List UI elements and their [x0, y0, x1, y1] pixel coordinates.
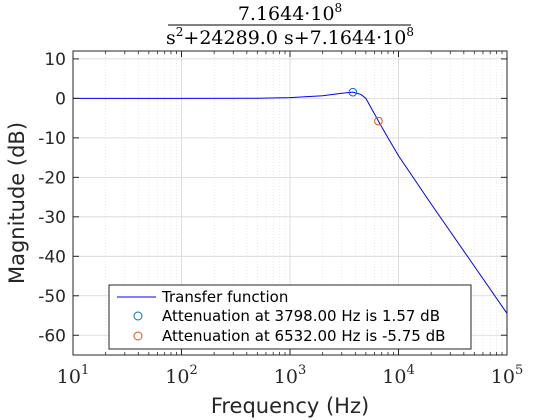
y-tick-label: -40	[38, 247, 66, 267]
y-tick-label: -20	[38, 168, 66, 188]
y-tick-label: 10	[44, 50, 66, 70]
y-tick-label: 0	[55, 89, 66, 109]
y-tick-label: -30	[38, 208, 66, 228]
legend-entry-attenuation-1: Attenuation at 3798.00 Hz is 1.57 dB	[162, 307, 440, 325]
x-tick-label: 103	[274, 363, 306, 388]
x-tick-label: 104	[382, 363, 414, 388]
chart-title: 7.1644·108 s2+24289.0 s+7.1644·108	[166, 1, 414, 49]
ticks-layer	[72, 51, 508, 355]
x-axis-label: Frequency (Hz)	[211, 394, 369, 418]
y-tick-label: -50	[38, 287, 66, 307]
legend-marker-swatch-2	[133, 331, 143, 341]
attenuation-marker-2	[374, 116, 383, 126]
x-tick-label: 102	[165, 363, 197, 388]
legend-entry-attenuation-2: Attenuation at 6532.00 Hz is -5.75 dB	[162, 327, 445, 345]
title-numerator: 7.1644·108	[238, 1, 342, 25]
y-tick-label: -10	[38, 129, 66, 149]
marker-layer	[348, 87, 383, 126]
legend-marker-swatch-1	[133, 311, 143, 321]
series-line-transfer-function	[73, 91, 508, 314]
legend: Transfer function Attenuation at 3798.00…	[108, 284, 472, 350]
y-tick-label: -60	[38, 326, 66, 346]
legend-entry-transfer-function: Transfer function	[161, 288, 288, 306]
y-tick-labels: 10 0 -10 -20 -30 -40 -50 -60	[38, 50, 66, 346]
title-denominator: s2+24289.0 s+7.1644·108	[166, 25, 414, 49]
x-tick-label: 101	[57, 363, 89, 388]
y-axis-label: Magnitude (dB)	[5, 122, 29, 284]
series-layer	[73, 91, 508, 314]
x-tick-label: 105	[491, 363, 523, 388]
attenuation-marker-1	[348, 87, 358, 97]
x-tick-labels: 101 102 103 104 105	[57, 363, 523, 388]
legend-box	[108, 284, 472, 350]
